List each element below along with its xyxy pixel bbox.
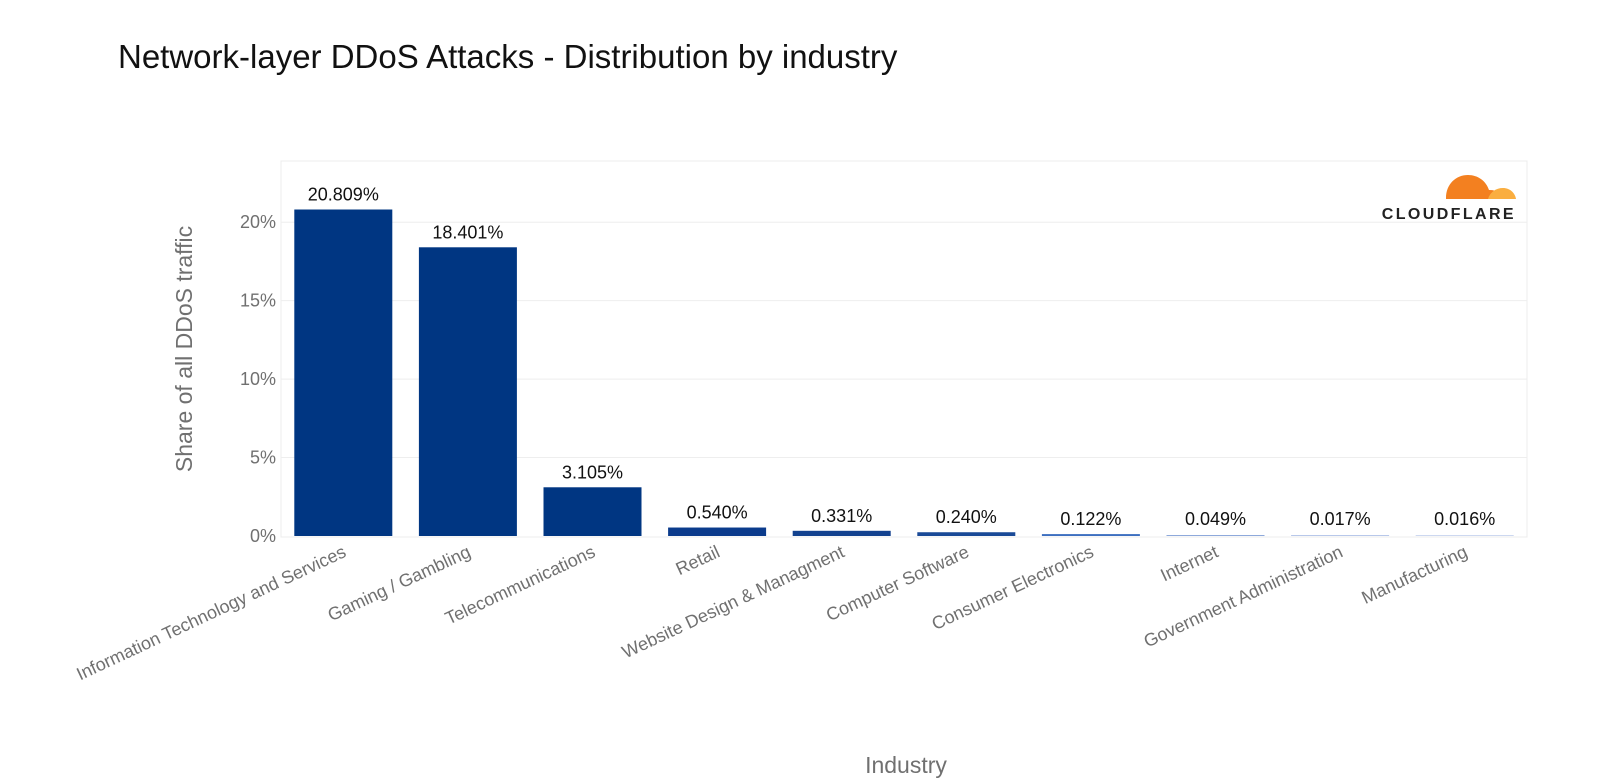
- bar: [418, 247, 517, 536]
- y-tick-label: 0%: [250, 526, 276, 546]
- cloudflare-cloud-icon: [1446, 175, 1516, 199]
- x-tick-label: Manufacturing: [1359, 541, 1471, 607]
- y-tick-label: 20%: [240, 212, 276, 232]
- x-axis-title: Industry: [865, 752, 947, 778]
- x-tick-label: Retail: [673, 541, 723, 579]
- y-tick-label: 15%: [240, 291, 276, 311]
- bar: [1415, 535, 1514, 536]
- bar-value-label: 0.049%: [1185, 509, 1246, 529]
- x-tick-label: Government Administration: [1141, 541, 1346, 651]
- bar-value-label: 3.105%: [562, 462, 623, 482]
- cloudflare-logo-text: CLOUDFLARE: [1382, 206, 1516, 223]
- bar: [294, 209, 393, 537]
- bar-value-label: 18.401%: [432, 222, 503, 242]
- bars: [294, 209, 1514, 537]
- y-tick-label: 10%: [240, 369, 276, 389]
- bar-value-label: 0.122%: [1060, 509, 1121, 529]
- bar-value-label: 20.809%: [308, 185, 379, 205]
- x-tick-label: Website Design & Managment: [619, 541, 848, 662]
- y-axis-title: Share of all DDoS traffic: [171, 226, 197, 472]
- y-axis-ticks: 0% 5% 10% 15% 20%: [240, 212, 276, 546]
- x-tick-label: Information Technology and Services: [73, 541, 349, 684]
- bar: [917, 532, 1016, 536]
- bar-value-label: 0.240%: [936, 507, 997, 527]
- bar: [1041, 534, 1140, 536]
- x-axis-ticks: Information Technology and ServicesGamin…: [73, 541, 1470, 684]
- bar-value-label: 0.540%: [687, 503, 748, 523]
- bar-value-label: 0.016%: [1434, 509, 1495, 529]
- bar-value-label: 0.017%: [1310, 509, 1371, 529]
- y-tick-label: 5%: [250, 448, 276, 468]
- bar: [543, 487, 642, 536]
- data-labels: 20.809% 18.401% 3.105% 0.540% 0.331% 0.240% 0.…: [308, 185, 1495, 529]
- x-tick-label: Internet: [1157, 541, 1221, 585]
- bar: [668, 527, 767, 536]
- chart-title: Network-layer DDoS Attacks - Distributio…: [118, 38, 898, 75]
- bar: [792, 530, 891, 536]
- bar: [1291, 535, 1390, 536]
- cloudflare-logo: CLOUDFLARE: [1382, 175, 1516, 223]
- bar: [1166, 535, 1265, 536]
- bar-value-label: 0.331%: [811, 506, 872, 526]
